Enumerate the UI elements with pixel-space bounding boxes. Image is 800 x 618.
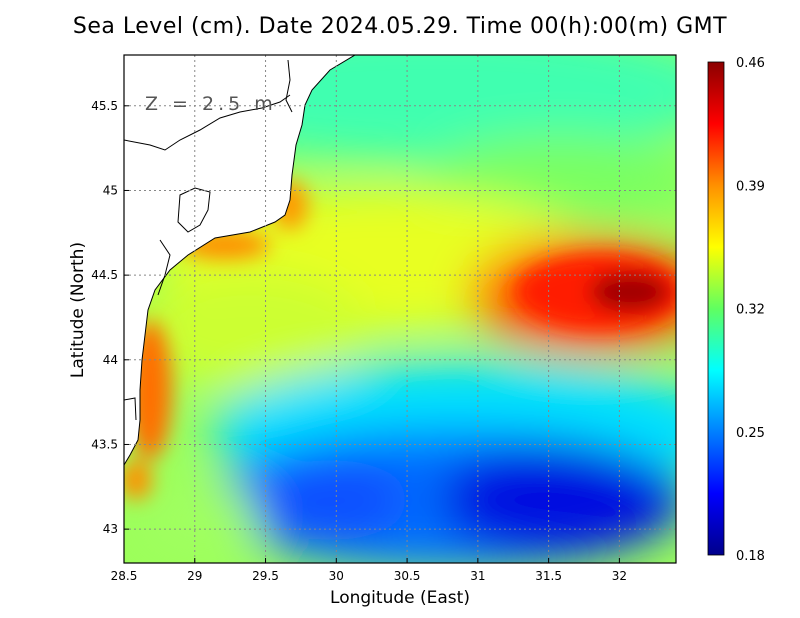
y-tick-label: 43 <box>103 522 118 536</box>
x-tick-label: 29 <box>187 569 202 583</box>
x-tick-label: 30.5 <box>394 569 421 583</box>
colorbar <box>707 61 725 556</box>
x-tick-label: 29.5 <box>252 569 279 583</box>
y-tick-label: 44 <box>103 353 118 367</box>
colorbar-tick-label: 0.25 <box>736 426 765 441</box>
x-tick-label: 28.5 <box>111 569 138 583</box>
colorbar-tick-label: 0.39 <box>736 179 765 194</box>
depth-label: Z = 2.5 m <box>145 93 277 115</box>
x-tick-label: 31.5 <box>535 569 562 583</box>
colorbar-tick-label: 0.32 <box>736 303 765 318</box>
colorbar-tick-labels: 0.46 0.39 0.32 0.25 0.18 <box>736 56 765 564</box>
x-axis-label: Longitude (East) <box>330 588 470 608</box>
colorbar-tick-label: 0.18 <box>736 549 765 564</box>
graticule-grid <box>124 55 676 563</box>
plot-frame <box>123 54 677 564</box>
x-tick-label: 30 <box>329 569 344 583</box>
x-tick-labels: 28.5 29 29.5 30 30.5 31 31.5 32 <box>111 558 627 583</box>
colorbar-tick-label: 0.46 <box>736 56 765 71</box>
y-axis-label: Latitude (North) <box>68 241 88 379</box>
map-title: Sea Level (cm). Date 2024.05.29. Time 00… <box>72 14 728 39</box>
x-tick-label: 32 <box>612 569 627 583</box>
y-tick-label: 45.5 <box>91 99 118 113</box>
y-tick-label: 43.5 <box>91 437 118 451</box>
y-tick-label: 45 <box>103 183 118 197</box>
x-tick-label: 31 <box>470 569 485 583</box>
y-tick-labels: 43 43.5 44 44.5 45 45.5 <box>91 99 129 536</box>
y-tick-label: 44.5 <box>91 268 118 282</box>
